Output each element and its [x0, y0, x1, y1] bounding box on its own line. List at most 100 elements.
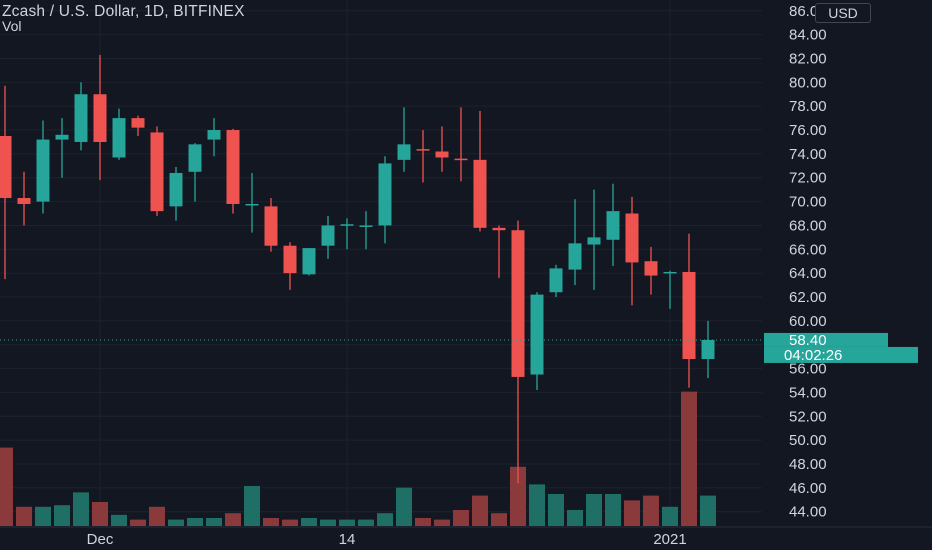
volume-bar: [415, 518, 431, 526]
volume-bar: [130, 519, 146, 526]
volume-bar: [662, 506, 678, 526]
candle-body[interactable]: [416, 149, 430, 151]
candle-body[interactable]: [207, 130, 221, 140]
candle-body[interactable]: [340, 224, 354, 226]
price-tick-label: 82.00: [789, 50, 827, 67]
candle-body[interactable]: [36, 139, 50, 202]
candle-body[interactable]: [606, 211, 620, 240]
candle-body[interactable]: [473, 159, 487, 228]
candle-body[interactable]: [131, 118, 145, 128]
volume-bar: [643, 495, 659, 526]
volume-bar: [92, 502, 108, 526]
volume-bar: [586, 494, 602, 526]
candle-body[interactable]: [663, 271, 677, 274]
volume-bar: [225, 513, 241, 526]
price-tick-label: 62.00: [789, 289, 827, 306]
price-tick-label: 66.00: [789, 241, 827, 258]
volume-bar: [187, 518, 203, 526]
candle-body[interactable]: [435, 151, 449, 158]
candle-body[interactable]: [321, 225, 335, 246]
symbol-title[interactable]: Zcash / U.S. Dollar, 1D, BITFINEX: [2, 3, 245, 20]
volume-bar: [681, 391, 697, 526]
price-tick-label: 48.00: [789, 456, 827, 473]
price-tick-label: 56.00: [789, 361, 827, 378]
candle-body[interactable]: [701, 339, 715, 360]
last-price-label: 58.40: [789, 332, 827, 349]
candle-body[interactable]: [188, 144, 202, 172]
volume-bar: [434, 519, 450, 526]
candle-body[interactable]: [625, 213, 639, 263]
candle-body[interactable]: [226, 130, 240, 204]
volume-bar: [377, 513, 393, 526]
volume-bar: [16, 506, 32, 526]
price-tick-label: 70.00: [789, 194, 827, 211]
volume-bar: [700, 495, 716, 526]
volume-bar: [263, 518, 279, 526]
volume-bar: [453, 510, 469, 526]
candle-body[interactable]: [283, 245, 297, 274]
candle-body[interactable]: [644, 261, 658, 276]
candle-body[interactable]: [150, 132, 164, 212]
candle-body[interactable]: [568, 243, 582, 270]
price-tick-label: 50.00: [789, 432, 827, 449]
volume-bar: [491, 513, 507, 526]
currency-button[interactable]: USD: [815, 3, 871, 23]
candle-body[interactable]: [397, 144, 411, 160]
candle-body[interactable]: [378, 163, 392, 226]
volume-bar: [624, 500, 640, 526]
candle-body[interactable]: [74, 94, 88, 142]
countdown-badge: [764, 346, 918, 363]
candle-body[interactable]: [302, 248, 316, 275]
candle-body[interactable]: [169, 172, 183, 207]
price-tick-label: 78.00: [789, 98, 827, 115]
volume-bar: [396, 487, 412, 526]
last-price-badge: [764, 332, 888, 347]
price-tick-label: 60.00: [789, 313, 827, 330]
candle-body[interactable]: [454, 158, 468, 161]
volume-bar: [73, 492, 89, 526]
volume-bar: [168, 519, 184, 526]
candle-body[interactable]: [112, 118, 126, 158]
candle-body[interactable]: [0, 136, 12, 199]
candle-body[interactable]: [492, 227, 506, 231]
candle-body[interactable]: [17, 198, 31, 204]
volume-bar: [358, 519, 374, 526]
candle-body[interactable]: [549, 268, 563, 293]
volume-bar: [472, 495, 488, 526]
volume-bar: [548, 494, 564, 526]
price-tick-label: 52.00: [789, 408, 827, 425]
time-tick-label: Dec: [87, 531, 114, 548]
volume-bar: [510, 466, 526, 526]
volume-bar: [149, 506, 165, 526]
volume-bar: [320, 519, 336, 526]
volume-bar: [244, 486, 260, 526]
candle-body[interactable]: [93, 94, 107, 142]
price-tick-label: 80.00: [789, 74, 827, 91]
price-tick-label: 44.00: [789, 504, 827, 521]
candle-body[interactable]: [587, 237, 601, 245]
candle-body[interactable]: [511, 230, 525, 377]
volume-bar: [282, 519, 298, 526]
time-tick-label: 2021: [653, 531, 686, 548]
time-tick-label: 14: [339, 531, 356, 548]
candle-body[interactable]: [682, 271, 696, 360]
candle-body[interactable]: [245, 203, 259, 206]
price-tick-label: 64.00: [789, 265, 827, 282]
candle-body[interactable]: [264, 206, 278, 246]
price-tick-label: 46.00: [789, 480, 827, 497]
volume-bar: [111, 514, 127, 526]
volume-bar: [529, 484, 545, 526]
volume-label: Vol: [2, 18, 22, 34]
candle-body[interactable]: [55, 134, 69, 140]
volume-bar: [54, 505, 70, 526]
volume-bar: [206, 518, 222, 526]
candle-body[interactable]: [359, 225, 373, 227]
price-tick-label: 76.00: [789, 122, 827, 139]
candle-body[interactable]: [530, 294, 544, 375]
price-tick-label: 54.00: [789, 384, 827, 401]
price-tick-label: 68.00: [789, 217, 827, 234]
price-tick-label: 84.00: [789, 27, 827, 44]
volume-bar: [605, 494, 621, 526]
volume-bar: [567, 510, 583, 526]
